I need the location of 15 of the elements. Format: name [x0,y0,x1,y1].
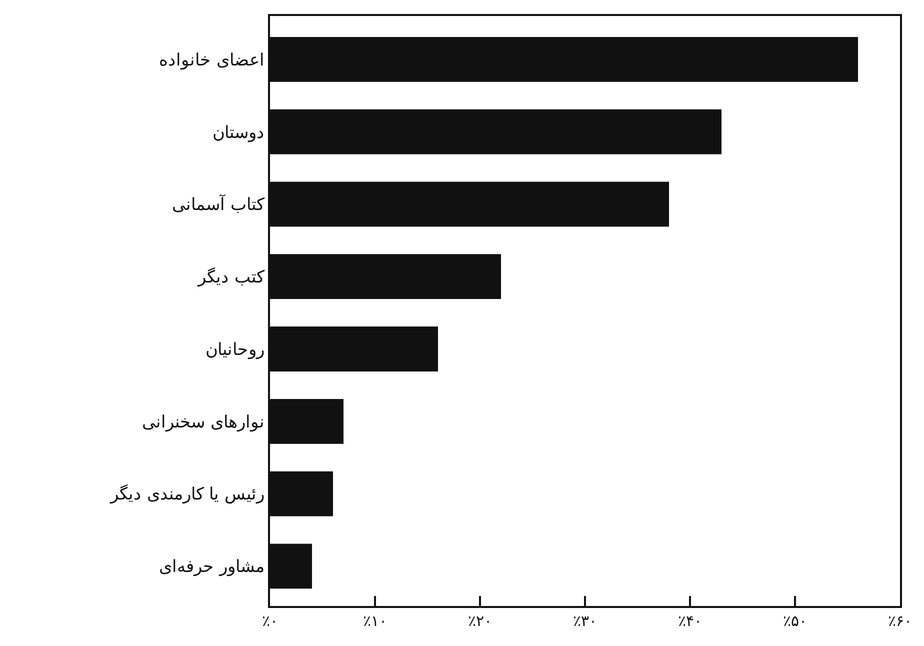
x-tick-label: ٪۳۰ [573,612,597,630]
x-tick-label: ٪۴۰ [678,612,702,630]
y-tick-label: اعضای خانواده [159,50,265,70]
y-tick-label: کتب دیگر [197,266,266,288]
y-tick-label: رئیس یا کارمندی دیگر [109,484,265,505]
x-tick-label: ٪۵۰ [783,612,807,630]
y-tick-label: نوارهای سخنرانی [142,412,265,432]
y-tick-label: روحانیان [206,340,265,360]
x-tick-label: ٪۱۰ [363,612,387,630]
y-tick-label: مشاور حرفه‌ای [159,557,265,578]
y-tick-label: دوستان [212,122,265,143]
x-tick-label: ٪۲۰ [468,612,492,630]
x-tick-label: ٪۰ [262,612,278,630]
y-tick-label: کتاب آسمانی [172,193,266,216]
x-tick-label: ٪۶۰ [888,612,912,630]
